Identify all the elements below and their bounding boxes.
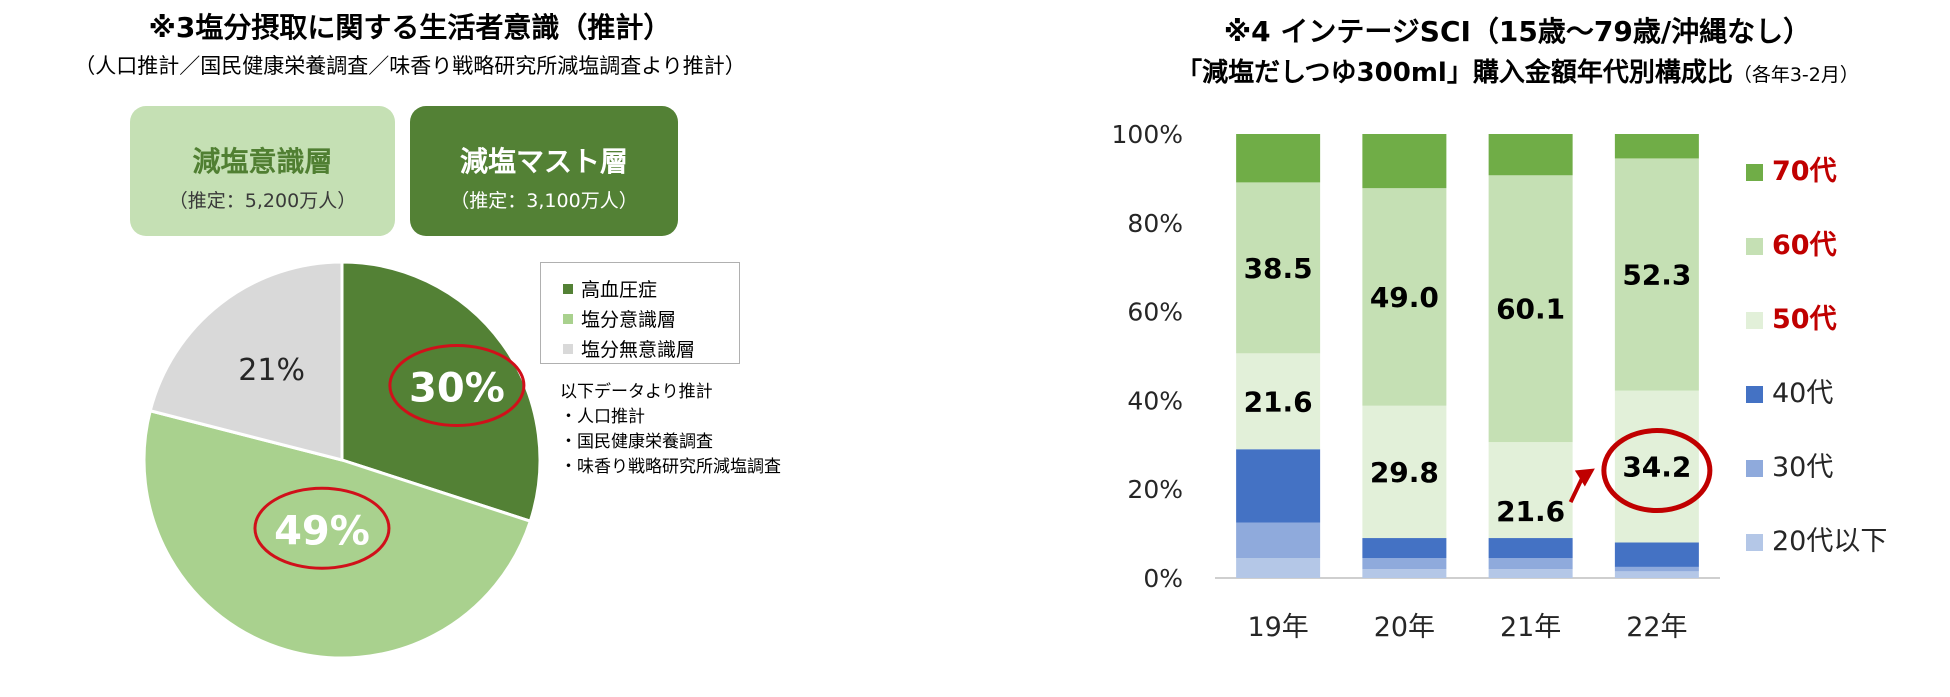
bar-data-label: 34.2	[1622, 451, 1691, 484]
x-tick-label: 20年	[1374, 612, 1435, 643]
bar-segment	[1362, 569, 1447, 578]
bar-data-label: 21.6	[1496, 495, 1565, 528]
bar-segment	[1236, 134, 1321, 183]
arrow-line	[1568, 475, 1585, 503]
bar-segment	[1362, 538, 1447, 559]
bar-segment	[1362, 405, 1447, 539]
bar-segment	[1362, 134, 1447, 189]
pie-legend-item: 高血圧症	[563, 275, 657, 302]
y-tick-label: 100%	[1112, 120, 1183, 149]
bar-segment	[1236, 522, 1321, 559]
bar-segment	[1488, 569, 1573, 578]
bar-segment	[1488, 175, 1573, 443]
bar-legend-label: 20代以下	[1772, 526, 1887, 557]
right-chart-subtitle: 「減塩だしつゆ300ml」購入金額年代別構成比（各年3-2月）	[1176, 58, 1859, 88]
pie-source-notes: 以下データより推計 ・人口推計 ・国民健康栄養調査 ・味香り戦略研究所減塩調査	[560, 380, 781, 480]
bar-legend-swatch	[1746, 460, 1763, 477]
x-tick-label: 21年	[1500, 612, 1561, 643]
bar-legend-swatch	[1746, 164, 1763, 181]
salt-must-box-title: 減塩マスト層	[459, 145, 628, 178]
salt-aware-box: 減塩意識層 （推定：5,200万人）	[130, 106, 395, 236]
highlight-ring	[253, 486, 391, 570]
bar-segment	[1614, 134, 1699, 159]
pie-legend: 高血圧症 塩分意識層 塩分無意識層	[540, 262, 740, 364]
pie-data-label: 30%	[409, 365, 505, 411]
salt-aware-box-title: 減塩意識層	[192, 145, 333, 178]
bar-data-label: 49.0	[1370, 281, 1439, 314]
y-tick-label: 40%	[1127, 386, 1183, 415]
bar-legend-swatch	[1746, 312, 1763, 329]
bar-segment	[1614, 571, 1699, 578]
bar-legend-swatch	[1746, 238, 1763, 255]
note-line: ・国民健康栄養調査	[560, 432, 713, 452]
bar-segment	[1488, 134, 1573, 176]
bar-data-label: 60.1	[1496, 293, 1565, 326]
note-line: ・味香り戦略研究所減塩調査	[560, 457, 781, 477]
salt-must-box-sub: （推定：3,100万人）	[450, 190, 638, 212]
left-chart-title: ※3塩分摂取に関する生活者意識（推計）	[148, 11, 672, 44]
note-line: 以下データより推計	[560, 382, 713, 402]
arrow-head	[1574, 468, 1595, 487]
pie-data-label: 49%	[274, 508, 370, 554]
bar-segment	[1236, 449, 1321, 523]
bar-segment	[1488, 442, 1573, 539]
bar-segment	[1488, 558, 1573, 570]
bar-segment	[1236, 182, 1321, 354]
bar-segment	[1362, 188, 1447, 406]
bar-legend-label: 30代	[1772, 452, 1833, 483]
y-tick-label: 20%	[1127, 475, 1183, 504]
bar-segment	[1488, 538, 1573, 559]
pie-slice	[142, 408, 533, 660]
pie-legend-item: 塩分意識層	[563, 305, 676, 332]
bar-segment	[1236, 558, 1321, 578]
bar-data-label: 38.5	[1244, 252, 1313, 285]
highlight-ring	[388, 343, 526, 427]
right-chart-title: ※4 インテージSCI（15歳～79歳/沖縄なし）	[1223, 15, 1812, 48]
bar-segment	[1362, 558, 1447, 570]
pie-slice	[340, 260, 542, 524]
bar-segment	[1614, 390, 1699, 543]
bar-segment	[1614, 566, 1699, 572]
y-tick-label: 0%	[1143, 564, 1183, 593]
bar-data-label: 29.8	[1370, 456, 1439, 489]
pie-legend-item: 塩分無意識層	[563, 335, 695, 362]
left-chart-subtitle: （人口推計／国民健康栄養調査／味香り戦略研究所減塩調査より推計）	[74, 54, 746, 78]
salt-aware-box-sub: （推定：5,200万人）	[168, 190, 357, 212]
y-tick-label: 60%	[1127, 298, 1183, 327]
x-tick-label: 22年	[1626, 612, 1687, 643]
salt-must-box: 減塩マスト層 （推定：3,100万人）	[410, 106, 678, 236]
bar-legend-label: 40代	[1772, 378, 1833, 409]
pie-slice	[148, 260, 344, 462]
bar-legend-swatch	[1746, 386, 1763, 403]
note-line: ・人口推計	[560, 407, 645, 427]
bar-legend-swatch	[1746, 534, 1763, 551]
bar-segment	[1614, 158, 1699, 391]
bar-segment	[1236, 353, 1321, 450]
y-tick-label: 80%	[1127, 209, 1183, 238]
x-tick-label: 19年	[1247, 612, 1308, 643]
bar-legend-label: 50代	[1772, 304, 1837, 335]
pie-data-label: 21%	[238, 353, 305, 388]
bar-legend-label: 70代	[1772, 156, 1837, 187]
bar-legend-label: 60代	[1772, 230, 1837, 261]
bar-data-label: 21.6	[1244, 385, 1313, 418]
highlight-ring	[1601, 428, 1713, 514]
bar-segment	[1614, 542, 1699, 567]
bar-data-label: 52.3	[1622, 259, 1691, 292]
